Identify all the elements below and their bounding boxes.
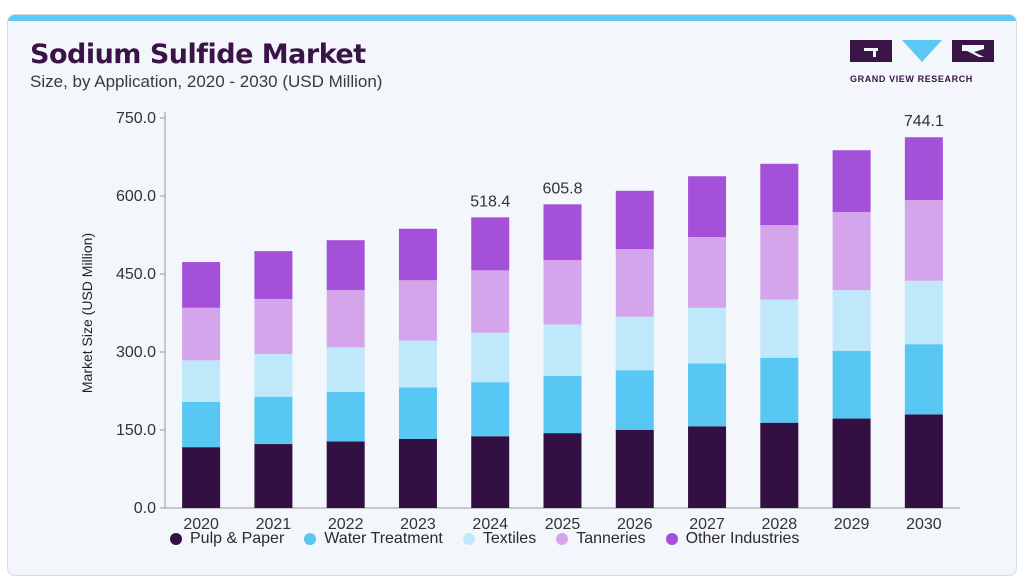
bar-water-treatment-2023 — [398, 387, 437, 439]
bar-water-treatment-2030 — [904, 344, 943, 415]
bar-other-industries-2021 — [254, 251, 293, 299]
grand-view-research-logo: GRAND VIEW RESEARCH — [850, 39, 996, 89]
bar-textiles-2028 — [760, 299, 799, 358]
bar-pulp-paper-2023 — [398, 438, 437, 508]
bar-water-treatment-2025 — [543, 375, 582, 434]
chart-subtitle: Size, by Application, 2020 - 2030 (USD M… — [30, 72, 383, 91]
y-tick-label: 300.0 — [116, 344, 156, 361]
bar-textiles-2020 — [182, 360, 221, 402]
data-label-2025: 605.8 — [542, 180, 582, 197]
bar-tanneries-2025 — [543, 259, 582, 325]
legend-dot-icon — [665, 533, 678, 545]
bar-pulp-paper-2030 — [904, 414, 943, 508]
bar-water-treatment-2028 — [760, 357, 799, 423]
legend-label: Pulp & Paper — [190, 530, 285, 547]
legend-item-textiles: Textiles — [462, 530, 537, 548]
bar-textiles-2022 — [326, 347, 365, 393]
bar-tanneries-2028 — [760, 225, 799, 300]
bar-other-industries-2020 — [182, 262, 221, 308]
x-tick-label: 2022 — [328, 516, 364, 533]
bar-tanneries-2021 — [254, 298, 293, 355]
x-tick-label: 2021 — [256, 516, 292, 533]
y-tick-label: 0.0 — [134, 500, 156, 517]
bar-water-treatment-2021 — [254, 396, 293, 445]
data-label-2024: 518.4 — [470, 193, 510, 210]
legend-label: Textiles — [482, 530, 537, 547]
bar-textiles-2024 — [471, 332, 510, 383]
x-tick-label: 2026 — [617, 516, 653, 533]
bar-tanneries-2020 — [182, 307, 221, 361]
y-tick-label: 750.0 — [116, 110, 156, 127]
bar-other-industries-2023 — [398, 228, 437, 281]
bar-textiles-2021 — [254, 354, 293, 397]
legend-item-other-industries: Other Industries — [665, 530, 800, 548]
y-tick-label: 150.0 — [116, 422, 156, 439]
legend-item-water-treatment: Water Treatment — [304, 530, 443, 548]
legend-dot-icon — [304, 533, 317, 545]
bar-pulp-paper-2027 — [688, 426, 727, 508]
bar-water-treatment-2026 — [615, 370, 654, 430]
bar-other-industries-2029 — [832, 150, 871, 213]
bar-water-treatment-2029 — [832, 350, 871, 419]
bar-textiles-2030 — [904, 280, 943, 345]
logo-mark-icon — [850, 40, 994, 62]
x-tick-label: 2024 — [472, 516, 508, 533]
legend-label: Other Industries — [685, 530, 800, 547]
bar-tanneries-2027 — [688, 237, 727, 308]
bar-other-industries-2025 — [543, 204, 582, 260]
x-tick-label: 2030 — [906, 516, 942, 533]
bar-other-industries-2028 — [760, 163, 799, 226]
bar-pulp-paper-2024 — [471, 436, 510, 508]
x-tick-label: 2027 — [689, 516, 725, 533]
bar-tanneries-2023 — [398, 280, 437, 341]
data-label-2030: 744.1 — [904, 113, 944, 130]
bar-pulp-paper-2025 — [543, 433, 582, 508]
bar-pulp-paper-2029 — [832, 418, 871, 508]
bar-water-treatment-2024 — [471, 382, 510, 437]
bar-other-industries-2030 — [904, 137, 943, 201]
bar-pulp-paper-2028 — [760, 422, 799, 508]
x-tick-label: 2023 — [400, 516, 436, 533]
x-tick-label: 2025 — [545, 516, 581, 533]
legend-label: Tanneries — [576, 530, 646, 547]
bar-pulp-paper-2021 — [254, 444, 293, 508]
y-tick-label: 600.0 — [116, 188, 156, 205]
x-tick-label: 2029 — [834, 516, 870, 533]
bar-tanneries-2029 — [832, 212, 871, 291]
accent-bar — [8, 15, 1016, 21]
bar-water-treatment-2020 — [182, 401, 221, 448]
bar-tanneries-2024 — [471, 270, 510, 333]
chart-title: Sodium Sulfide Market — [30, 39, 366, 70]
bar-water-treatment-2027 — [688, 363, 727, 427]
bar-other-industries-2022 — [326, 240, 365, 291]
x-tick-label: 2028 — [762, 516, 798, 533]
y-axis-label: Market Size (USD Million) — [79, 233, 95, 393]
bar-tanneries-2030 — [904, 200, 943, 281]
bar-other-industries-2024 — [471, 217, 510, 271]
legend-label: Water Treatment — [324, 530, 443, 547]
bar-textiles-2026 — [615, 316, 654, 371]
legend-dot-icon — [462, 533, 475, 545]
legend-item-tanneries: Tanneries — [556, 530, 646, 548]
bar-pulp-paper-2026 — [615, 430, 654, 508]
bar-pulp-paper-2020 — [182, 447, 221, 508]
logo-text: GRAND VIEW RESEARCH — [850, 74, 973, 84]
legend-item-pulp-paper: Pulp & Paper — [170, 530, 284, 548]
bar-water-treatment-2022 — [326, 392, 365, 442]
legend-dot-icon — [170, 533, 182, 545]
bar-other-industries-2026 — [615, 190, 654, 250]
bar-tanneries-2022 — [326, 290, 365, 348]
bar-textiles-2029 — [832, 290, 871, 351]
bar-textiles-2023 — [398, 340, 437, 388]
bar-other-industries-2027 — [688, 176, 727, 238]
legend: Pulp & Paper Water Treatment Textiles Tanne… — [170, 528, 819, 550]
bar-pulp-paper-2022 — [326, 441, 365, 508]
legend-dot-icon — [556, 533, 569, 545]
bar-textiles-2025 — [543, 324, 582, 376]
x-tick-label: 2020 — [183, 516, 219, 533]
y-tick-label: 450.0 — [116, 266, 156, 283]
bar-tanneries-2026 — [615, 249, 654, 317]
bar-textiles-2027 — [688, 307, 727, 364]
